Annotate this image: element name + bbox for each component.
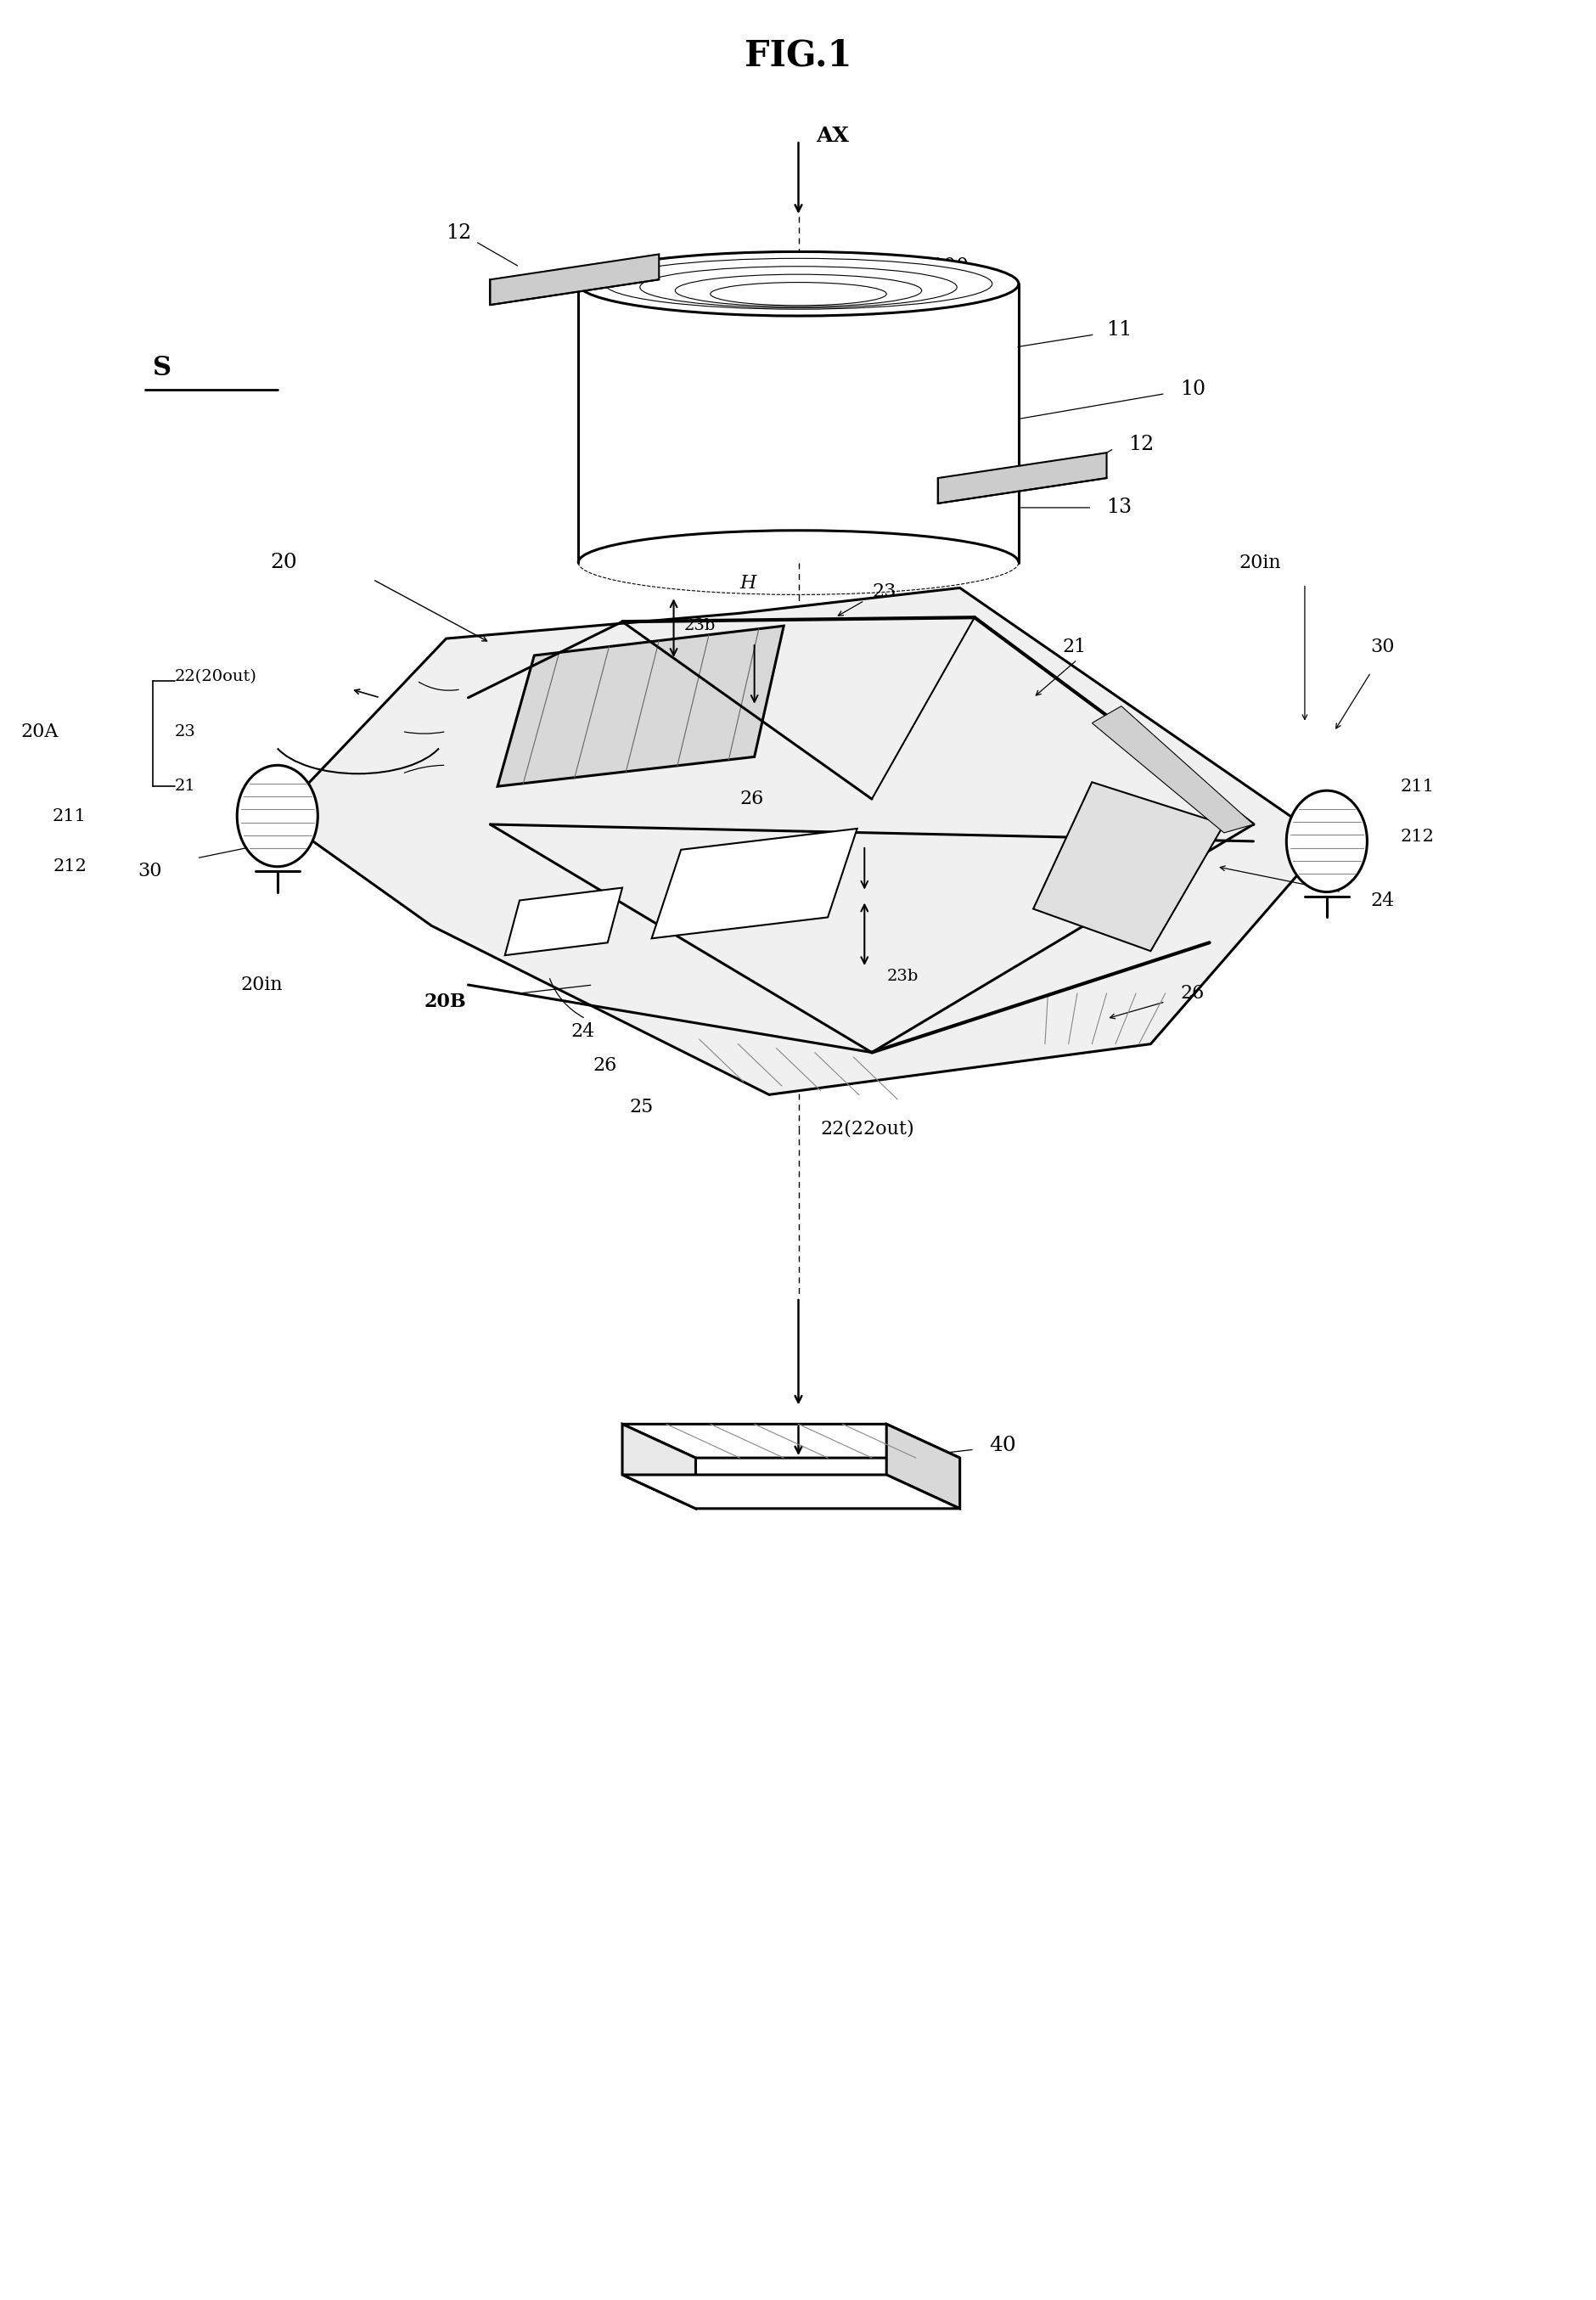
Text: 22(20out): 22(20out) <box>174 669 257 683</box>
Polygon shape <box>651 828 857 938</box>
Text: FIG.1: FIG.1 <box>744 37 852 74</box>
Text: 24: 24 <box>571 1021 595 1040</box>
Text: 211: 211 <box>53 807 86 823</box>
Text: 10: 10 <box>1179 380 1205 400</box>
Text: S: S <box>153 354 171 382</box>
Text: 26: 26 <box>1179 984 1203 1003</box>
Text: 212: 212 <box>1400 828 1433 844</box>
Text: 12: 12 <box>1128 435 1154 453</box>
Polygon shape <box>1033 782 1224 952</box>
Text: 20in: 20in <box>1238 554 1280 573</box>
Polygon shape <box>937 453 1106 504</box>
Ellipse shape <box>578 251 1018 315</box>
Text: 24: 24 <box>1369 890 1393 911</box>
Text: 20in: 20in <box>241 975 282 994</box>
Polygon shape <box>278 589 1326 1095</box>
Text: 23b: 23b <box>683 619 715 632</box>
Text: 20A: 20A <box>21 722 57 741</box>
Text: 30: 30 <box>1369 637 1395 656</box>
Text: 26: 26 <box>592 1056 616 1074</box>
Text: 26: 26 <box>739 789 763 807</box>
Text: 13: 13 <box>1106 497 1132 518</box>
Ellipse shape <box>1286 791 1366 892</box>
Text: 40: 40 <box>988 1435 1015 1456</box>
Text: 23: 23 <box>174 724 196 738</box>
Polygon shape <box>622 1424 696 1509</box>
Text: 25: 25 <box>637 683 661 704</box>
Polygon shape <box>622 1474 959 1509</box>
Polygon shape <box>1092 706 1253 833</box>
Text: 21: 21 <box>174 780 196 794</box>
Text: H: H <box>739 575 757 593</box>
Polygon shape <box>886 1424 959 1509</box>
Polygon shape <box>498 626 784 787</box>
Text: 212: 212 <box>53 858 86 874</box>
Text: 20B: 20B <box>425 991 466 1012</box>
Polygon shape <box>622 1424 959 1458</box>
Text: AX: AX <box>816 127 849 147</box>
Polygon shape <box>504 888 622 954</box>
Text: 23b: 23b <box>886 968 918 984</box>
Text: 12: 12 <box>445 223 472 244</box>
Polygon shape <box>490 255 659 306</box>
Text: 23: 23 <box>871 582 895 600</box>
Text: 30: 30 <box>137 862 163 881</box>
Text: 22(22out): 22(22out) <box>820 1120 915 1138</box>
Text: 20: 20 <box>270 552 297 573</box>
Text: 211: 211 <box>1400 777 1433 793</box>
FancyBboxPatch shape <box>578 283 1018 564</box>
Text: 25: 25 <box>629 1097 653 1118</box>
Text: 100: 100 <box>930 258 969 276</box>
Ellipse shape <box>236 766 318 867</box>
Text: 21: 21 <box>1061 637 1085 656</box>
Text: 11: 11 <box>1106 320 1132 340</box>
